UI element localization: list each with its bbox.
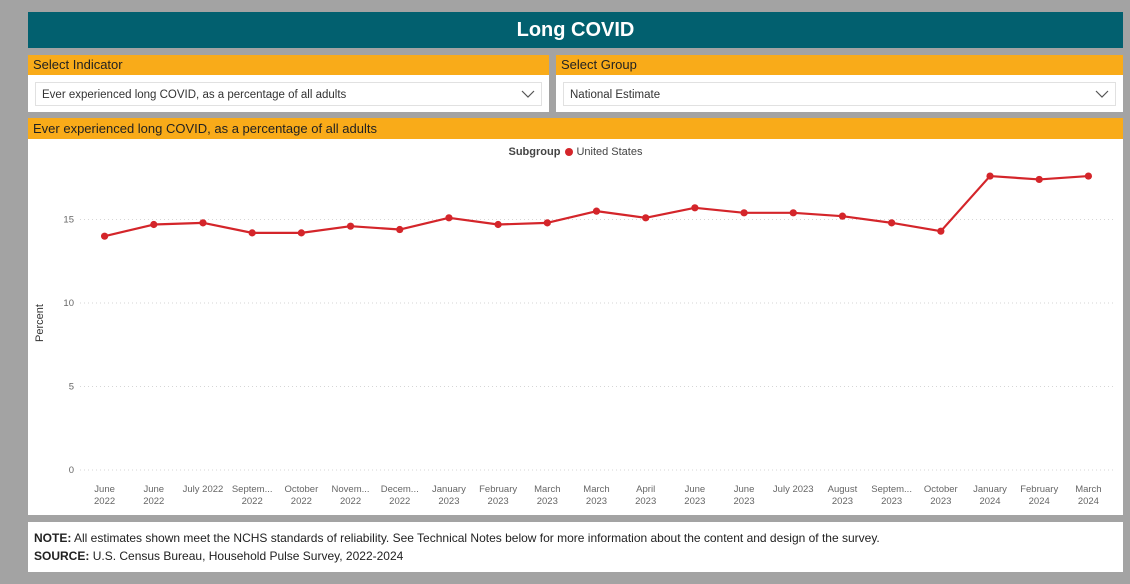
data-point [1035, 175, 1043, 184]
x-tick-label: 2022 [291, 496, 312, 507]
x-tick-label: October [284, 484, 318, 495]
x-tick-label: January [432, 484, 466, 495]
x-tick-label: 2023 [537, 496, 558, 507]
y-axis-label: Percent [34, 304, 46, 342]
x-tick-label: 2023 [586, 496, 607, 507]
x-tick-label: 2023 [684, 496, 705, 507]
data-point [248, 229, 256, 237]
data-point [199, 219, 207, 227]
x-tick-label: June [734, 484, 755, 495]
legend-item-united-states[interactable]: United States [576, 146, 643, 158]
x-tick-label: 2023 [635, 496, 656, 507]
data-point [150, 220, 158, 229]
x-tick-label: June [685, 484, 706, 495]
page-title: Long COVID [516, 18, 635, 41]
x-tick-label: Septem... [232, 484, 273, 495]
chevron-down-icon [521, 90, 535, 98]
y-tick-label: 15 [63, 215, 74, 226]
x-tick-label: June [143, 484, 164, 495]
data-point [888, 219, 896, 227]
x-tick-label: August [828, 484, 858, 495]
x-tick-label: 2022 [242, 496, 263, 507]
legend-marker [565, 147, 574, 156]
note-label: NOTE: [34, 531, 72, 545]
data-point [838, 212, 847, 220]
data-point [986, 172, 994, 180]
y-tick-label: 10 [63, 298, 74, 309]
data-point [691, 204, 699, 212]
x-tick-label: 2022 [94, 496, 115, 507]
x-tick-label: February [1020, 484, 1058, 495]
dashboard-header: Long COVID [28, 12, 1123, 48]
x-tick-label: 2024 [979, 496, 1000, 507]
x-tick-label: March [583, 484, 609, 495]
x-tick-label: April [636, 484, 655, 495]
x-tick-label: 2023 [734, 496, 755, 507]
indicator-value: Ever experienced long COVID, as a percen… [42, 89, 347, 101]
source-label: SOURCE: [34, 549, 90, 563]
x-tick-label: June [94, 484, 115, 495]
y-tick-label: 0 [69, 465, 74, 476]
data-point [543, 219, 551, 227]
x-tick-label: 2023 [488, 496, 509, 507]
x-tick-label: Novem... [332, 484, 370, 495]
x-tick-label: January [973, 484, 1007, 495]
x-tick-label: 2024 [1078, 496, 1099, 507]
x-tick-label: Septem... [871, 484, 912, 495]
chart-title: Ever experienced long COVID, as a percen… [28, 118, 1123, 139]
data-point [100, 232, 109, 240]
x-tick-label: February [479, 484, 517, 495]
y-tick-label: 5 [69, 382, 74, 393]
data-point [445, 214, 453, 222]
data-point [346, 222, 355, 230]
note-text: All estimates shown meet the NCHS standa… [74, 531, 880, 545]
x-tick-label: 2024 [1029, 496, 1050, 507]
data-point [740, 209, 748, 217]
x-tick-label: 2022 [340, 496, 361, 507]
x-tick-label: 2023 [832, 496, 853, 507]
group-value: National Estimate [570, 89, 661, 101]
data-point [592, 207, 601, 215]
group-dropdown[interactable]: National Estimate [563, 82, 1116, 106]
data-point [937, 227, 945, 235]
chart-legend: Subgroup United States [28, 146, 1123, 158]
indicator-label: Select Indicator [28, 55, 549, 75]
data-point [396, 225, 404, 234]
indicator-selector: Select Indicator Ever experienced long C… [28, 55, 549, 112]
chart-panel: Ever experienced long COVID, as a percen… [28, 118, 1123, 515]
x-tick-label: July 2022 [183, 484, 224, 495]
x-tick-label: Decem... [381, 484, 419, 495]
data-point [642, 214, 650, 222]
indicator-dropdown[interactable]: Ever experienced long COVID, as a percen… [35, 82, 542, 106]
x-tick-label: March [1075, 484, 1101, 495]
source-line: SOURCE: U.S. Census Bureau, Household Pu… [34, 549, 1117, 563]
group-label: Select Group [556, 55, 1123, 75]
chevron-down-icon [1095, 90, 1109, 98]
notes-panel: NOTE: All estimates shown meet the NCHS … [28, 522, 1123, 572]
x-tick-label: July 2023 [773, 484, 814, 495]
x-tick-label: 2022 [143, 496, 164, 507]
data-point [789, 209, 797, 217]
x-tick-label: 2023 [881, 496, 902, 507]
x-tick-label: October [924, 484, 958, 495]
note-line: NOTE: All estimates shown meet the NCHS … [34, 531, 1117, 545]
x-tick-label: 2022 [389, 496, 410, 507]
data-point [494, 220, 502, 229]
x-tick-label: 2023 [438, 496, 459, 507]
x-tick-label: 2023 [930, 496, 951, 507]
data-point [297, 229, 305, 237]
legend-title: Subgroup [508, 146, 561, 158]
source-text: U.S. Census Bureau, Household Pulse Surv… [92, 549, 404, 563]
series-line-united-states [104, 174, 1089, 238]
data-point [1084, 172, 1093, 180]
group-selector: Select Group National Estimate [556, 55, 1123, 112]
x-tick-label: March [534, 484, 560, 495]
